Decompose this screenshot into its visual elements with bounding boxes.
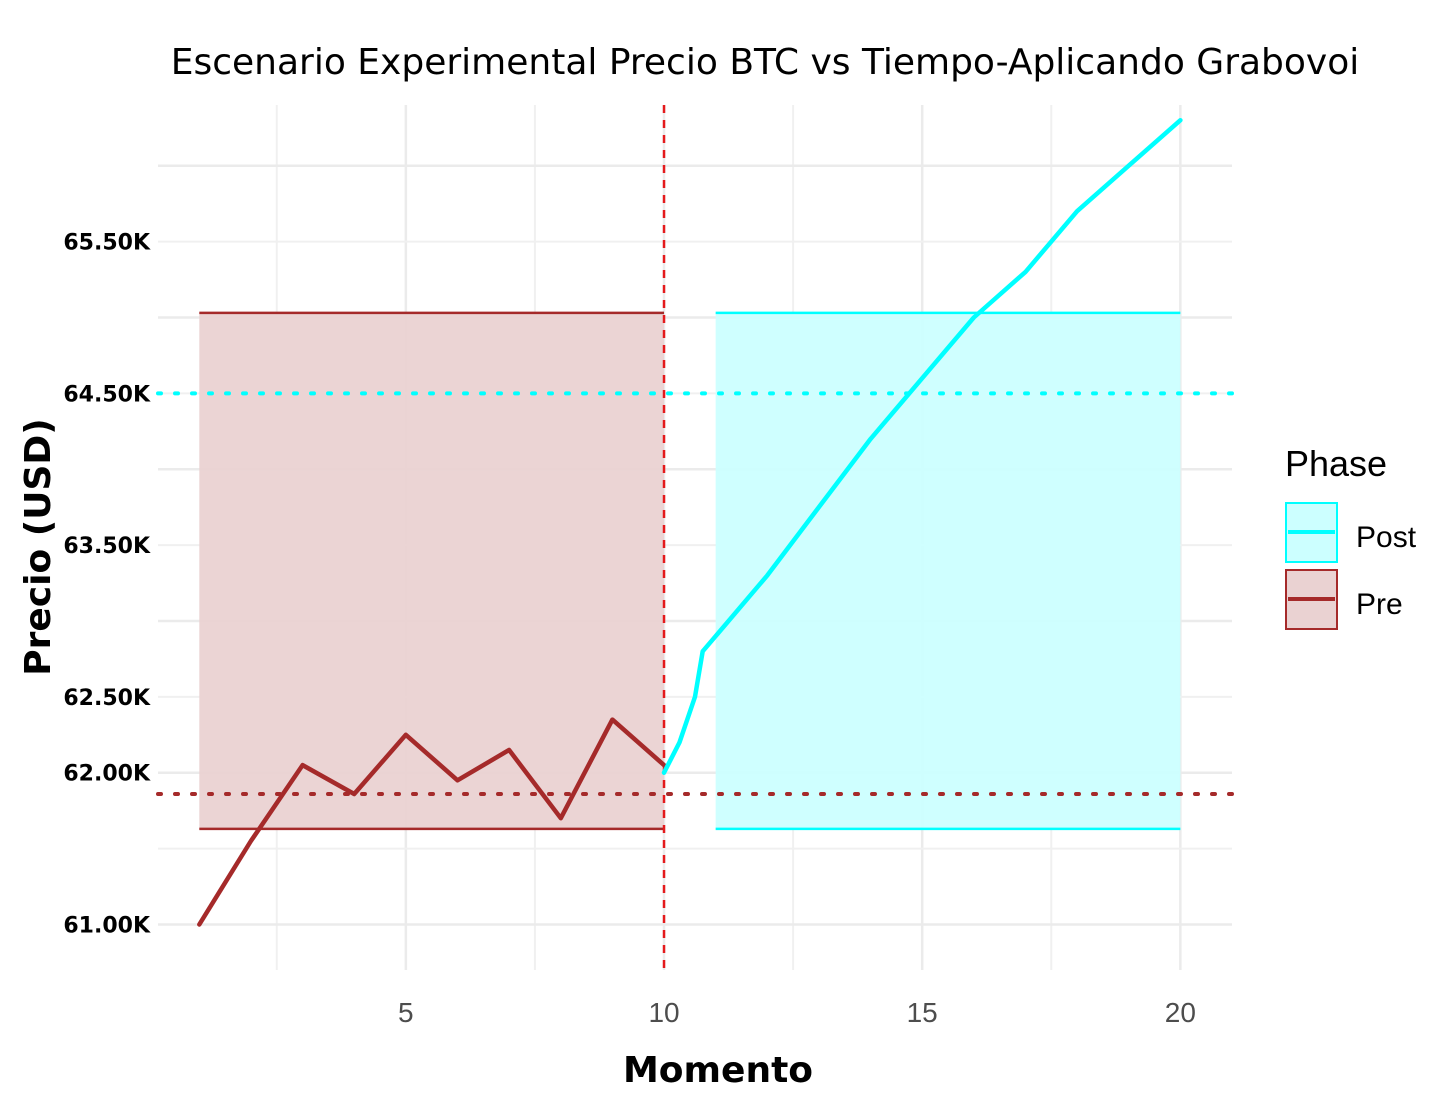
legend: Phase Post Pre	[1285, 443, 1417, 630]
x-tick-label: 20	[1165, 997, 1196, 1028]
x-tick-label: 10	[648, 997, 679, 1028]
y-tick-label: 62.00K	[63, 762, 151, 787]
y-tick-label: 65.50K	[63, 231, 151, 256]
bands	[199, 311, 1181, 831]
x-tick-label: 5	[398, 997, 414, 1028]
y-axis-title: Precio (USD)	[18, 418, 59, 675]
y-tick-label: 64.50K	[63, 382, 151, 407]
x-tick-labels: 5 10 15 20	[398, 997, 1196, 1028]
legend-label-post: Post	[1356, 521, 1417, 554]
reference-lines	[156, 105, 1234, 970]
legend-item-post: Post	[1285, 502, 1417, 563]
legend-item-pre: Pre	[1285, 569, 1403, 630]
series-lines	[197, 117, 1183, 927]
x-axis-title: Momento	[623, 1050, 813, 1091]
y-tick-label: 62.50K	[63, 686, 151, 711]
band-pre	[199, 312, 665, 829]
y-tick-labels: 61.00K 62.00K 62.50K 63.50K 64.50K 65.50K	[63, 231, 151, 939]
legend-label-pre: Pre	[1356, 588, 1403, 621]
legend-title: Phase	[1285, 443, 1387, 484]
band-post	[715, 312, 1181, 829]
chart-title: Escenario Experimental Precio BTC vs Tie…	[171, 42, 1360, 83]
y-tick-label: 63.50K	[63, 534, 151, 559]
x-tick-label: 15	[907, 997, 938, 1028]
series-line-pre	[197, 717, 667, 927]
y-tick-label: 61.00K	[63, 913, 151, 938]
series-line-post	[661, 117, 1183, 775]
